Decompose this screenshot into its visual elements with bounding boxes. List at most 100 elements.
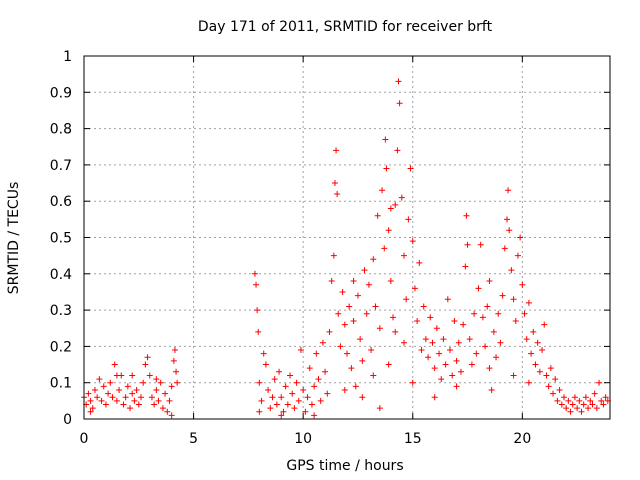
data-point bbox=[541, 321, 548, 328]
grid-lines bbox=[84, 56, 610, 419]
data-point bbox=[475, 285, 482, 292]
data-point bbox=[113, 372, 120, 379]
data-point bbox=[256, 379, 263, 386]
data-point bbox=[135, 401, 142, 408]
data-point bbox=[593, 405, 600, 412]
data-point bbox=[418, 347, 425, 354]
data-point bbox=[385, 361, 392, 368]
data-points bbox=[81, 78, 611, 419]
data-point bbox=[587, 397, 594, 404]
data-point bbox=[477, 241, 484, 248]
data-point bbox=[344, 350, 350, 357]
data-point bbox=[168, 412, 175, 419]
data-point bbox=[497, 339, 504, 346]
data-point bbox=[580, 401, 587, 408]
data-point bbox=[260, 350, 267, 357]
data-point bbox=[449, 372, 456, 379]
data-point bbox=[365, 281, 372, 288]
data-point bbox=[407, 165, 414, 172]
data-point bbox=[313, 350, 320, 357]
data-point bbox=[297, 347, 304, 354]
y-tick-label: 0.6 bbox=[50, 194, 72, 210]
data-point bbox=[591, 390, 598, 397]
data-point bbox=[482, 343, 489, 350]
data-point bbox=[254, 307, 261, 314]
data-point bbox=[262, 361, 269, 368]
data-point bbox=[563, 405, 570, 412]
data-point bbox=[486, 365, 493, 372]
data-point bbox=[333, 147, 340, 154]
data-point bbox=[534, 339, 541, 346]
y-tick-label: 0.2 bbox=[50, 339, 72, 355]
x-tick-label: 15 bbox=[404, 431, 422, 447]
data-point bbox=[514, 252, 521, 259]
y-tick-label: 0 bbox=[63, 412, 72, 428]
data-point bbox=[302, 408, 309, 415]
data-point bbox=[265, 386, 272, 393]
data-point bbox=[462, 263, 469, 270]
data-point bbox=[422, 336, 429, 343]
data-point bbox=[370, 372, 377, 379]
data-point bbox=[352, 383, 359, 390]
data-point bbox=[536, 368, 543, 375]
data-point bbox=[392, 201, 399, 208]
data-point bbox=[341, 321, 348, 328]
data-point bbox=[576, 397, 583, 404]
chart-title: Day 171 of 2011, SRMTID for receiver brf… bbox=[198, 19, 493, 35]
y-tick-label: 0.3 bbox=[50, 303, 72, 319]
data-point bbox=[350, 278, 357, 285]
data-point bbox=[153, 386, 160, 393]
data-point bbox=[368, 347, 375, 354]
x-tick-label: 5 bbox=[189, 431, 198, 447]
data-point bbox=[122, 394, 129, 401]
data-point bbox=[444, 296, 451, 303]
data-point bbox=[545, 383, 552, 390]
data-point bbox=[484, 303, 491, 310]
data-point bbox=[503, 216, 510, 223]
data-point bbox=[153, 376, 160, 383]
data-point bbox=[278, 412, 285, 419]
data-point bbox=[113, 397, 120, 404]
data-point bbox=[306, 365, 313, 372]
data-point bbox=[253, 281, 260, 288]
data-point bbox=[539, 347, 546, 354]
data-point bbox=[543, 372, 550, 379]
data-point bbox=[295, 397, 302, 404]
data-point bbox=[554, 397, 561, 404]
data-point bbox=[159, 405, 166, 412]
data-point bbox=[284, 401, 291, 408]
data-point bbox=[525, 379, 532, 386]
data-point bbox=[505, 187, 512, 194]
data-point bbox=[276, 368, 283, 375]
data-point bbox=[142, 361, 149, 368]
data-point bbox=[334, 190, 341, 197]
data-point bbox=[116, 386, 123, 393]
data-point bbox=[162, 390, 169, 397]
data-point bbox=[552, 376, 559, 383]
data-point bbox=[405, 216, 412, 223]
data-point bbox=[431, 394, 438, 401]
data-point bbox=[155, 397, 162, 404]
data-point bbox=[532, 361, 539, 368]
data-point bbox=[582, 394, 589, 401]
data-point bbox=[131, 397, 138, 404]
data-point bbox=[457, 368, 464, 375]
data-point bbox=[291, 405, 298, 412]
data-point bbox=[508, 267, 515, 274]
data-point bbox=[326, 328, 333, 335]
data-point bbox=[510, 296, 517, 303]
data-point bbox=[164, 408, 171, 415]
data-point bbox=[385, 227, 392, 234]
data-point bbox=[383, 165, 390, 172]
data-point bbox=[129, 372, 136, 379]
data-point bbox=[453, 357, 460, 364]
y-axis-label: SRMTID / TECUs bbox=[6, 182, 22, 295]
data-point bbox=[87, 408, 94, 415]
data-point bbox=[370, 256, 377, 263]
data-point bbox=[168, 383, 175, 390]
plot-frame bbox=[83, 55, 611, 420]
data-point bbox=[473, 350, 480, 357]
data-point bbox=[339, 288, 346, 295]
data-point bbox=[157, 379, 164, 386]
